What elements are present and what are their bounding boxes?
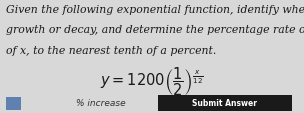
Text: Given the following exponential function, identify whether the change represents: Given the following exponential function… <box>6 5 304 15</box>
Text: Submit Answer: Submit Answer <box>192 98 257 107</box>
FancyBboxPatch shape <box>6 97 21 110</box>
Text: $y = 1200\left(\dfrac{1}{2}\right)^{\frac{x}{12}}$: $y = 1200\left(\dfrac{1}{2}\right)^{\fra… <box>100 65 204 97</box>
Text: % increase: % increase <box>76 98 126 107</box>
Text: of x, to the nearest tenth of a percent.: of x, to the nearest tenth of a percent. <box>6 45 216 55</box>
Text: growth or decay, and determine the percentage rate of increase or decrease per u: growth or decay, and determine the perce… <box>6 25 304 35</box>
FancyBboxPatch shape <box>158 95 292 111</box>
